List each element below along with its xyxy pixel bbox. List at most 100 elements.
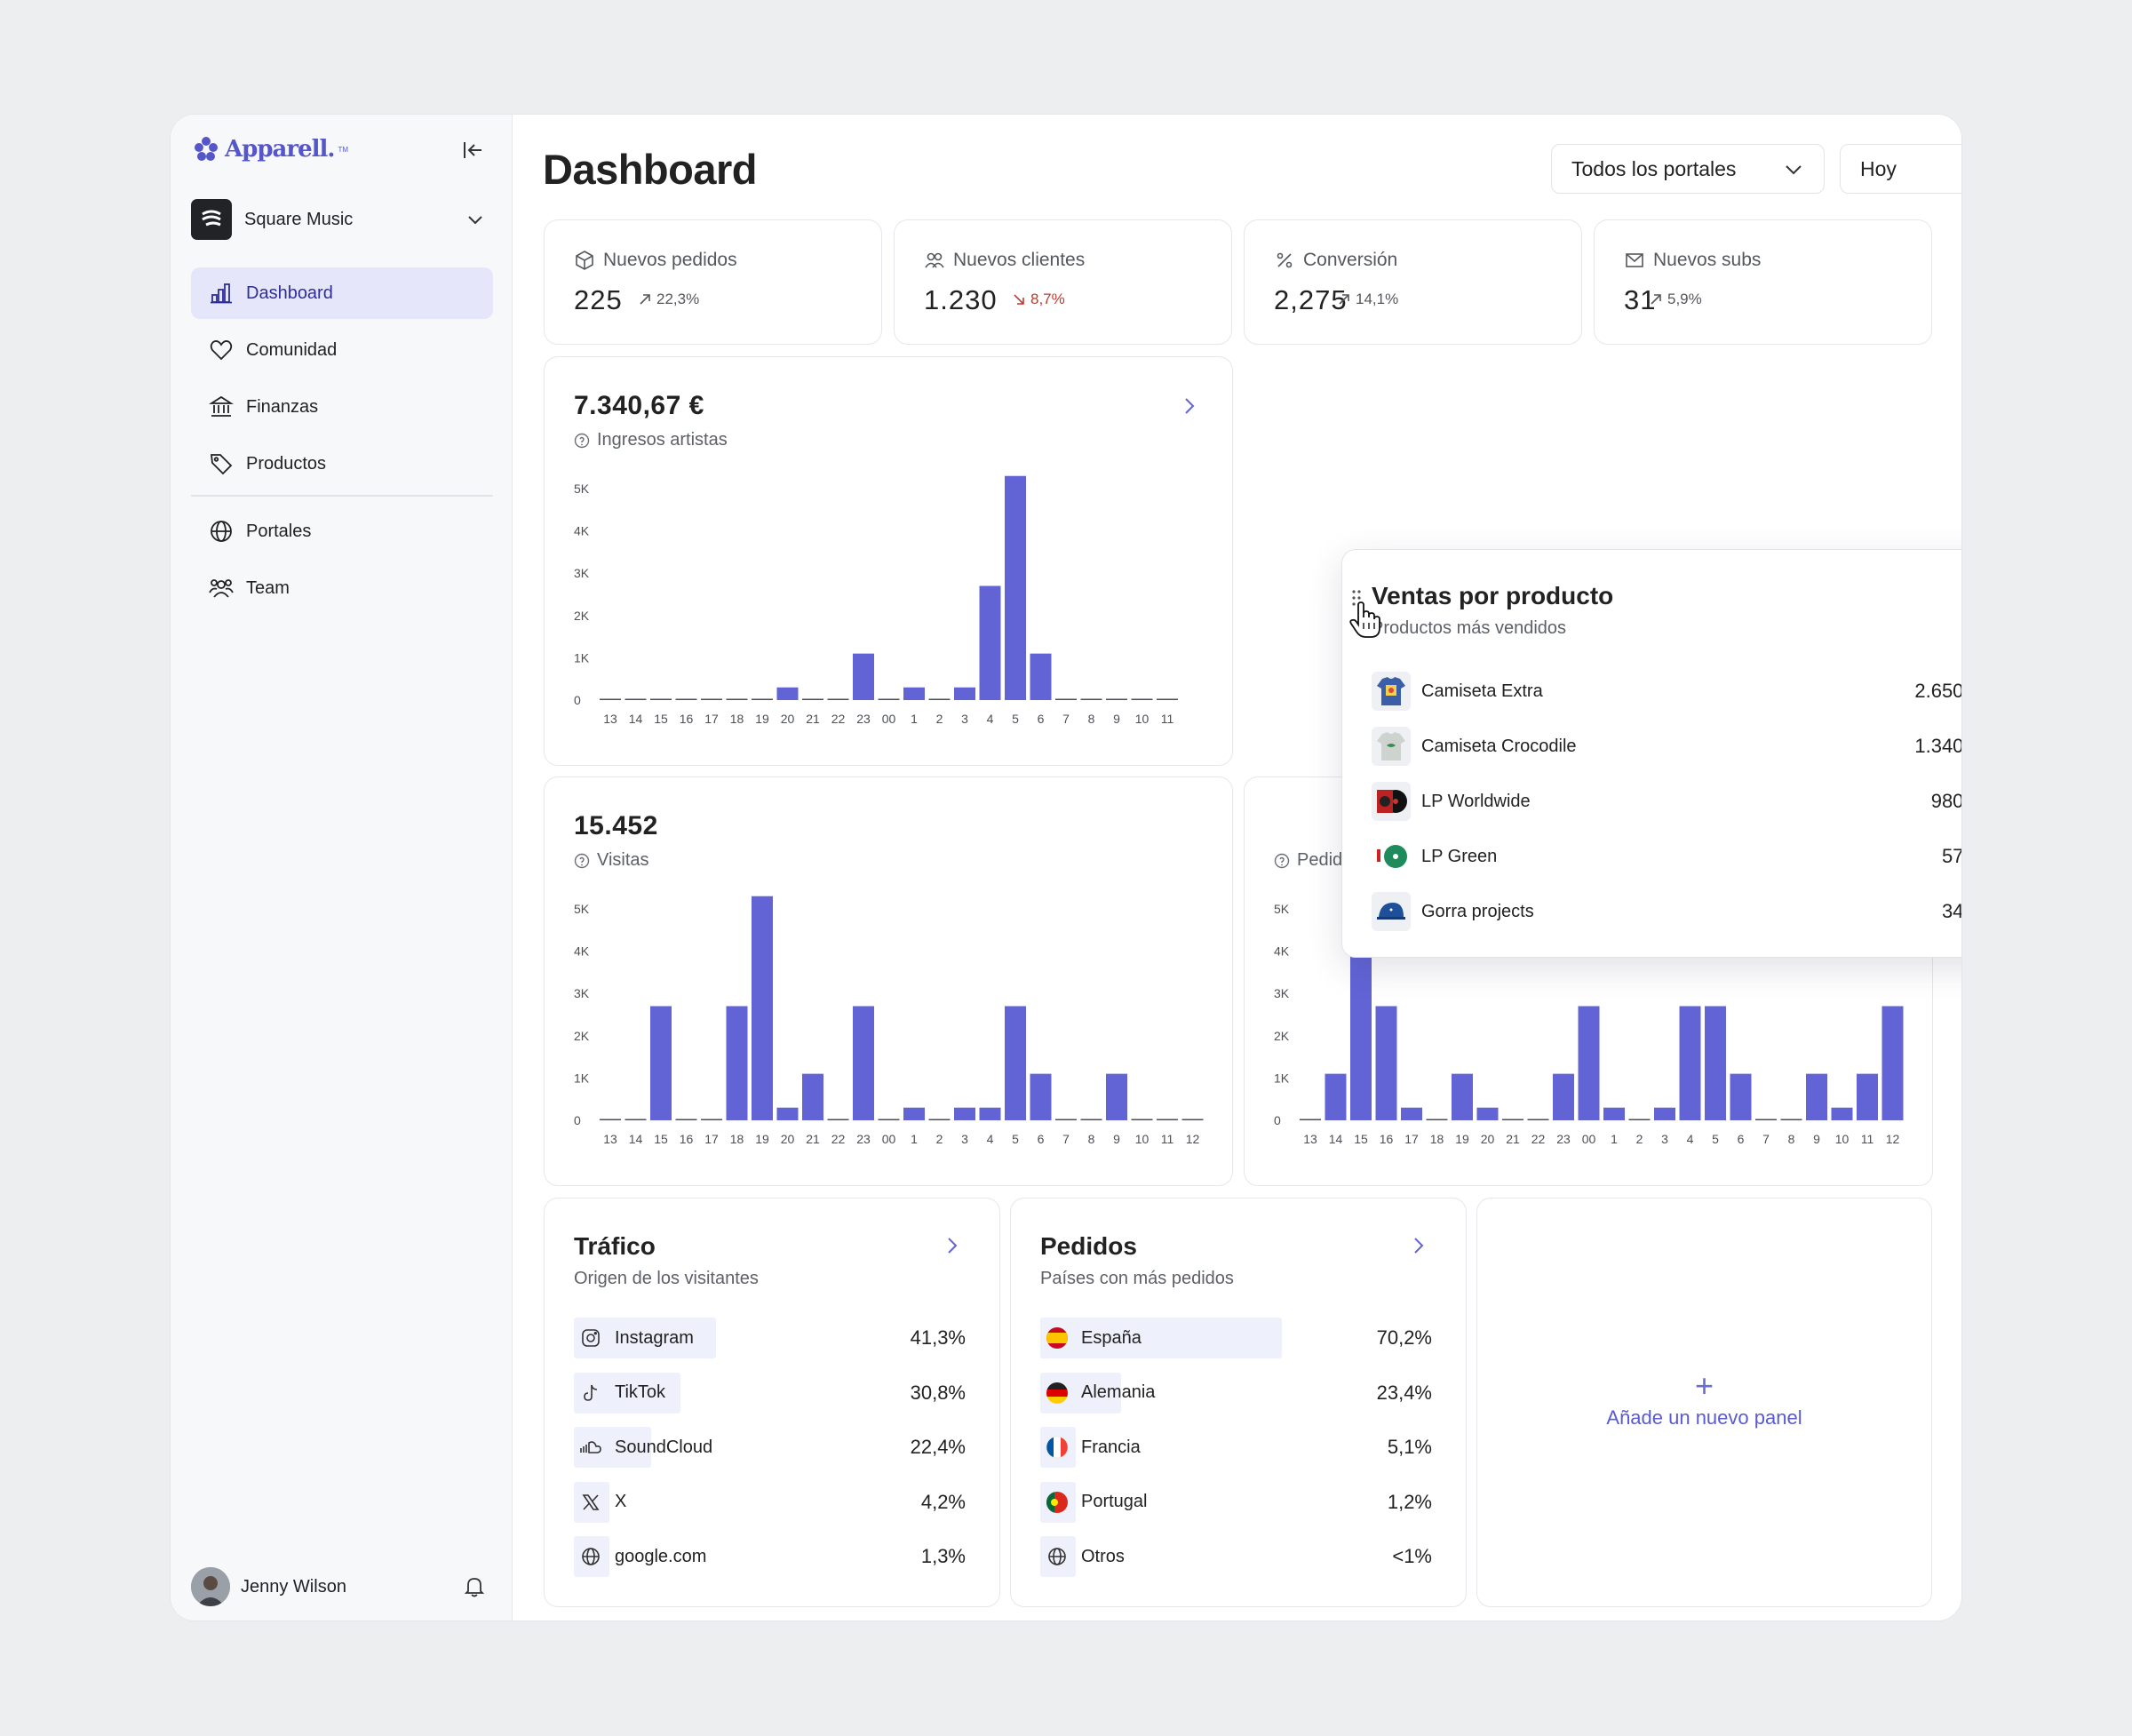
bar[interactable] bbox=[903, 687, 925, 700]
traffic-row-instagram[interactable]: Instagram 41,3% bbox=[574, 1318, 966, 1358]
bar[interactable] bbox=[903, 1107, 925, 1120]
bar[interactable] bbox=[1806, 1073, 1827, 1120]
bar-baseline bbox=[1628, 1119, 1651, 1120]
bar[interactable] bbox=[1578, 1006, 1600, 1120]
bar[interactable] bbox=[1401, 1107, 1422, 1120]
product-row[interactable]: LP Green 57 uds bbox=[1372, 836, 1961, 877]
bar[interactable] bbox=[1730, 1073, 1752, 1120]
bar[interactable] bbox=[954, 687, 975, 700]
product-sales-popup[interactable]: Ventas por producto Productos más vendid… bbox=[1341, 549, 1961, 958]
x-tick-label: 9 bbox=[1813, 1132, 1820, 1146]
bar[interactable] bbox=[954, 1107, 975, 1120]
sidebar-item-dashboard[interactable]: Dashboard bbox=[191, 267, 493, 319]
product-row[interactable]: Gorra projects 34 uds bbox=[1372, 891, 1961, 932]
add-panel-card[interactable]: + Añade un nuevo panel bbox=[1476, 1198, 1932, 1607]
traffic-row-tiktok[interactable]: TikTok 30,8% bbox=[574, 1372, 966, 1413]
traffic-row-x[interactable]: X 4,2% bbox=[574, 1481, 966, 1523]
bar[interactable] bbox=[853, 1006, 874, 1120]
product-name: LP Worldwide bbox=[1421, 791, 1531, 811]
stat-card-subs[interactable]: Nuevos subs 31 5,9% bbox=[1594, 219, 1932, 345]
country-row-portugal[interactable]: Portugal 1,2% bbox=[1040, 1481, 1432, 1523]
bar[interactable] bbox=[1881, 1006, 1904, 1120]
bar[interactable] bbox=[1325, 1073, 1347, 1120]
user-profile[interactable]: Jenny Wilson bbox=[191, 1565, 486, 1608]
x-tick-label: 12 bbox=[1186, 1132, 1200, 1146]
soundcloud-icon bbox=[579, 1436, 602, 1459]
country-row-france[interactable]: Francia 5,1% bbox=[1040, 1427, 1432, 1468]
x-tick-label: 18 bbox=[730, 1132, 744, 1146]
traffic-list: Instagram 41,3% TikTok 30,8% SoundCloud … bbox=[574, 1318, 966, 1591]
stat-change-text: 8,7% bbox=[1030, 291, 1065, 307]
product-row[interactable]: LP Worldwide 980 uds bbox=[1372, 781, 1961, 822]
traffic-value: 30,8% bbox=[910, 1381, 966, 1404]
sidebar-item-comunidad[interactable]: Comunidad bbox=[191, 324, 493, 376]
bar[interactable] bbox=[979, 585, 1001, 700]
period-select[interactable]: Hoy bbox=[1840, 144, 1961, 194]
chevron-right-icon[interactable] bbox=[939, 1232, 966, 1259]
traffic-title: Tráfico bbox=[574, 1232, 656, 1260]
bar[interactable] bbox=[1831, 1107, 1853, 1120]
sidebar-item-portales[interactable]: Portales bbox=[191, 506, 493, 557]
bar[interactable] bbox=[1030, 1073, 1052, 1120]
bar[interactable] bbox=[853, 653, 874, 700]
country-row-spain[interactable]: España 70,2% bbox=[1040, 1318, 1432, 1358]
visits-label-text: Visitas bbox=[597, 850, 649, 870]
revenue-value: 7.340,67 € bbox=[574, 391, 704, 420]
bar[interactable] bbox=[1679, 1006, 1701, 1120]
traffic-row-google[interactable]: google.com 1,3% bbox=[574, 1536, 966, 1577]
product-row[interactable]: Camiseta Extra 2.650 uds bbox=[1372, 671, 1961, 712]
x-tick-label: 17 bbox=[704, 1132, 719, 1146]
sidebar-item-team[interactable]: Team bbox=[191, 562, 493, 614]
sidebar-item-finanzas[interactable]: Finanzas bbox=[191, 381, 493, 433]
org-switcher[interactable]: Square Music bbox=[191, 198, 486, 241]
stat-card-conversion[interactable]: Conversión 2,275 14,1% bbox=[1244, 219, 1582, 345]
bar[interactable] bbox=[1106, 1073, 1127, 1120]
team-icon bbox=[209, 579, 234, 598]
traffic-panel[interactable]: Tráfico Origen de los visitantes Instagr… bbox=[544, 1198, 1000, 1607]
visits-chart-card[interactable]: 15.452 Visitas 0 1K 2K 3K 4K 5K 13 14 15 16 17 18 19… bbox=[544, 776, 1233, 1186]
bar[interactable] bbox=[1857, 1073, 1878, 1120]
bar[interactable] bbox=[1654, 1107, 1675, 1120]
chevron-right-icon[interactable] bbox=[1405, 1232, 1432, 1259]
y-tick-label: 2K bbox=[574, 1029, 590, 1043]
bar-baseline bbox=[928, 1119, 951, 1120]
bar[interactable] bbox=[1005, 1006, 1026, 1120]
traffic-row-soundcloud[interactable]: SoundCloud 22,4% bbox=[574, 1427, 966, 1468]
stat-card-customers[interactable]: Nuevos clientes 1.230 8,7% bbox=[894, 219, 1232, 345]
sidebar-item-label: Dashboard bbox=[246, 283, 333, 303]
bell-icon[interactable] bbox=[463, 1575, 486, 1598]
bar-baseline bbox=[827, 698, 849, 700]
bar[interactable] bbox=[979, 1107, 1001, 1120]
country-row-germany[interactable]: Alemania 23,4% bbox=[1040, 1372, 1432, 1413]
bar[interactable] bbox=[1005, 475, 1026, 700]
portal-select[interactable]: Todos los portales bbox=[1551, 144, 1825, 194]
bar[interactable] bbox=[1375, 1006, 1397, 1120]
share-bar bbox=[574, 1481, 609, 1523]
product-row[interactable]: Camiseta Crocodile 1.340 uds bbox=[1372, 726, 1961, 767]
bar[interactable] bbox=[1603, 1107, 1625, 1120]
sidebar-item-productos[interactable]: Productos bbox=[191, 438, 493, 490]
bar[interactable] bbox=[776, 687, 799, 700]
brand-name: Apparell. bbox=[225, 136, 335, 163]
sidebar: Apparell. TM Square Music Dashboard Comu… bbox=[171, 115, 513, 1621]
brand-logo[interactable]: Apparell. TM bbox=[191, 134, 348, 164]
bar[interactable] bbox=[1476, 1107, 1499, 1120]
country-row-other[interactable]: Otros <1% bbox=[1040, 1536, 1432, 1577]
bar[interactable] bbox=[1452, 1073, 1473, 1120]
bar[interactable] bbox=[776, 1107, 799, 1120]
bar[interactable] bbox=[650, 1006, 672, 1120]
collapse-sidebar-icon[interactable] bbox=[460, 138, 485, 163]
bar[interactable] bbox=[802, 1073, 823, 1120]
bar[interactable] bbox=[1553, 1073, 1574, 1120]
x-tick-label: 15 bbox=[654, 712, 668, 726]
bar[interactable] bbox=[752, 896, 773, 1120]
revenue-chart-card[interactable]: 7.340,67 € Ingresos artistas 0 1K 2K 3K 4K 5K… bbox=[544, 356, 1233, 766]
stat-card-orders[interactable]: Nuevos pedidos 225 22,3% bbox=[544, 219, 882, 345]
add-panel-button[interactable]: + Añade un nuevo panel bbox=[1477, 1367, 1931, 1429]
orders-country-panel[interactable]: Pedidos Países con más pedidos España 70… bbox=[1010, 1198, 1467, 1607]
bar[interactable] bbox=[1030, 653, 1052, 700]
bar[interactable] bbox=[726, 1006, 748, 1120]
chevron-right-icon[interactable] bbox=[1176, 393, 1203, 419]
bar[interactable] bbox=[1705, 1006, 1726, 1120]
sidebar-item-label: Comunidad bbox=[246, 339, 338, 360]
